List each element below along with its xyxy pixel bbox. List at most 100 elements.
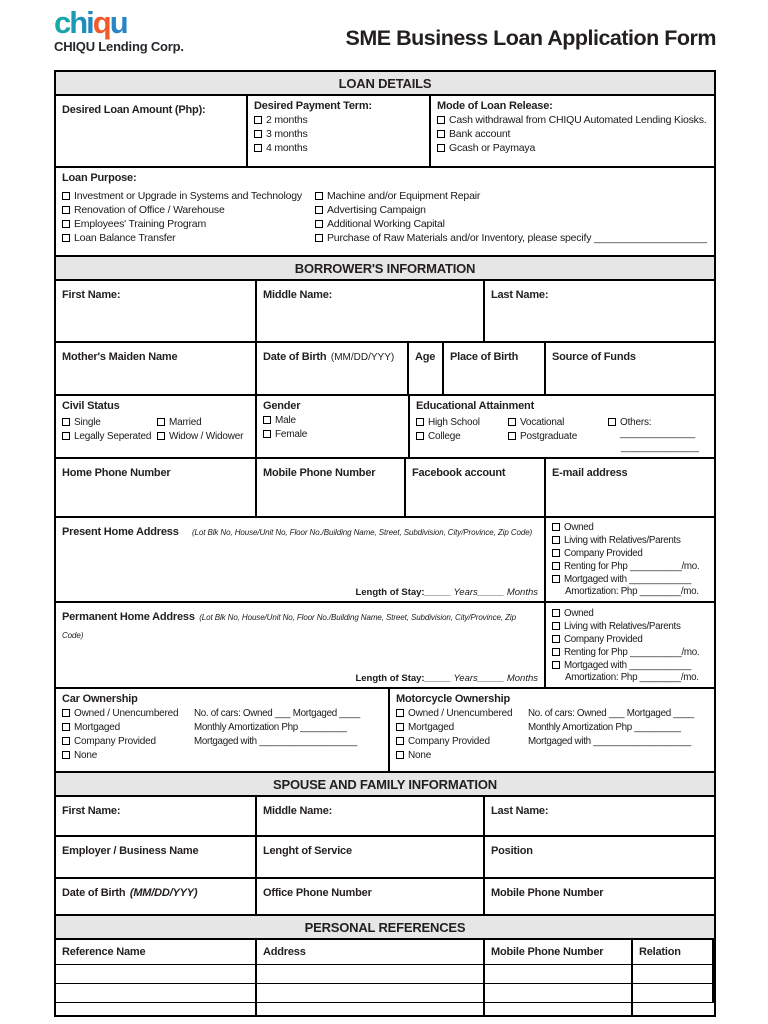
checkbox-icon[interactable] — [552, 647, 560, 656]
edu-others-blank-line[interactable]: ______________ — [621, 441, 699, 453]
checkbox-motorcycle-mortgaged[interactable]: Mortgaged — [396, 722, 528, 734]
checkbox-motorcycle-company[interactable]: Company Provided — [396, 736, 528, 748]
checkbox-mode-bank-account[interactable]: Bank account — [437, 128, 708, 141]
checkbox-icon[interactable] — [396, 751, 404, 759]
reference-2-address-cell[interactable] — [257, 983, 485, 1002]
checkbox-icon[interactable] — [62, 417, 70, 426]
reference-2-relation-cell[interactable] — [633, 983, 714, 1002]
field-date-of-birth[interactable]: Date of Birth (MM/DD/YYY) — [257, 343, 409, 394]
field-mobile-phone[interactable]: Mobile Phone Number — [257, 458, 406, 516]
checkbox-icon[interactable] — [508, 417, 516, 426]
field-spouse-employer[interactable]: Employer / Business Name — [56, 836, 257, 877]
field-spouse-dob[interactable]: Date of Birth (MM/DD/YYY) — [56, 878, 257, 914]
checkbox-icon[interactable] — [315, 191, 323, 200]
checkbox-purpose-advertising[interactable]: Advertising Campaign — [315, 204, 708, 217]
checkbox-icon[interactable] — [552, 562, 560, 570]
checkbox-permanent-owned[interactable]: Owned — [552, 608, 708, 620]
checkbox-car-mortgaged[interactable]: Mortgaged — [62, 722, 194, 734]
checkbox-icon[interactable] — [396, 737, 404, 745]
checkbox-permanent-renting[interactable]: Renting for Php __________/mo. — [552, 647, 708, 659]
checkbox-icon[interactable] — [552, 523, 560, 531]
checkbox-icon[interactable] — [254, 130, 262, 138]
checkbox-icon[interactable] — [315, 219, 323, 228]
car-count-line[interactable]: No. of cars: Owned ___ Mortgaged ____ — [194, 708, 360, 719]
checkbox-purpose-working-capital[interactable]: Additional Working Capital — [315, 218, 708, 231]
field-age[interactable]: Age — [409, 343, 444, 394]
checkbox-icon[interactable] — [157, 417, 165, 426]
checkbox-present-mortgaged[interactable]: Mortgaged with ____________ — [552, 574, 708, 586]
checkbox-term-2-months[interactable]: 2 months — [254, 114, 423, 127]
field-email-address[interactable]: E-mail address — [546, 459, 714, 516]
reference-1-relation-cell[interactable] — [633, 964, 714, 983]
reference-3-mobile-cell[interactable] — [485, 1002, 633, 1015]
motorcycle-count-line[interactable]: No. of cars: Owned ___ Mortgaged ____ — [528, 708, 694, 719]
checkbox-icon[interactable] — [315, 233, 323, 242]
field-present-home-address[interactable]: Present Home Address (Lot Blk No, House/… — [56, 517, 546, 601]
checkbox-permanent-mortgaged[interactable]: Mortgaged with ____________ — [552, 660, 708, 672]
reference-3-relation-cell[interactable] — [633, 1003, 714, 1015]
checkbox-edu-college[interactable]: College — [416, 431, 508, 443]
checkbox-icon[interactable] — [315, 205, 323, 214]
checkbox-purpose-machine-repair[interactable]: Machine and/or Equipment Repair — [315, 190, 708, 203]
checkbox-icon[interactable] — [552, 621, 560, 630]
checkbox-icon[interactable] — [437, 130, 445, 138]
reference-1-name-cell[interactable] — [56, 964, 257, 983]
checkbox-civil-widow[interactable]: Widow / Widower — [157, 431, 249, 443]
checkbox-icon[interactable] — [416, 431, 424, 440]
checkbox-icon[interactable] — [552, 575, 560, 583]
checkbox-icon[interactable] — [396, 709, 404, 717]
checkbox-icon[interactable] — [508, 431, 516, 440]
checkbox-icon[interactable] — [263, 415, 271, 424]
checkbox-present-owned[interactable]: Owned — [552, 522, 708, 534]
field-permanent-home-address[interactable]: Permanent Home Address (Lot Blk No, Hous… — [56, 603, 546, 687]
checkbox-icon[interactable] — [62, 709, 70, 717]
checkbox-icon[interactable] — [552, 608, 560, 617]
checkbox-purpose-raw-materials[interactable]: Purchase of Raw Materials and/or Invento… — [315, 232, 708, 245]
reference-2-name-cell[interactable] — [56, 983, 257, 1002]
checkbox-civil-legally-separated[interactable]: Legally Seperated — [62, 431, 157, 443]
field-source-of-funds[interactable]: Source of Funds — [546, 343, 714, 394]
car-mortgaged-with-line[interactable]: Mortgaged with ___________________ — [194, 736, 358, 747]
permanent-amortization-line[interactable]: Amortization: Php ________/mo. — [565, 671, 699, 683]
field-borrower-middle-name[interactable]: Middle Name: — [257, 281, 485, 341]
field-spouse-last-name[interactable]: Last Name: — [485, 797, 714, 835]
field-borrower-first-name[interactable]: First Name: — [56, 281, 257, 341]
field-spouse-length-of-service[interactable]: Lenght of Service — [257, 836, 485, 877]
checkbox-car-owned[interactable]: Owned / Unencumbered — [62, 708, 194, 720]
checkbox-icon[interactable] — [608, 417, 616, 426]
present-amortization-line[interactable]: Amortization: Php ________/mo. — [565, 586, 699, 597]
reference-3-address-cell[interactable] — [257, 1002, 485, 1015]
length-of-stay-line[interactable]: Length of Stay:_____ Years_____ Months — [355, 673, 538, 684]
checkbox-icon[interactable] — [62, 723, 70, 731]
checkbox-gender-male[interactable]: Male — [263, 415, 402, 427]
checkbox-civil-single[interactable]: Single — [62, 417, 157, 429]
car-amortization-line[interactable]: Monthly Amortization Php _________ — [194, 722, 347, 733]
checkbox-icon[interactable] — [62, 205, 70, 214]
checkbox-icon[interactable] — [416, 417, 424, 426]
length-of-stay-line[interactable]: Length of Stay:_____ Years_____ Months — [355, 587, 538, 598]
checkbox-car-company[interactable]: Company Provided — [62, 736, 194, 748]
checkbox-edu-others[interactable]: Others: ______________ — [608, 417, 708, 440]
field-spouse-office-phone[interactable]: Office Phone Number — [257, 878, 485, 914]
checkbox-present-relatives[interactable]: Living with Relatives/Parents — [552, 535, 708, 547]
checkbox-gender-female[interactable]: Female — [263, 429, 402, 441]
checkbox-icon[interactable] — [254, 144, 262, 152]
checkbox-icon[interactable] — [62, 431, 70, 440]
field-place-of-birth[interactable]: Place of Birth — [444, 343, 546, 394]
checkbox-purpose-investment[interactable]: Investment or Upgrade in Systems and Tec… — [62, 190, 315, 203]
field-spouse-middle-name[interactable]: Middle Name: — [257, 796, 485, 835]
checkbox-purpose-training[interactable]: Employees' Training Program — [62, 218, 315, 231]
field-spouse-position[interactable]: Position — [485, 837, 714, 877]
checkbox-mode-gcash-paymaya[interactable]: Gcash or Paymaya — [437, 142, 708, 155]
checkbox-edu-vocational[interactable]: Vocational — [508, 417, 608, 429]
checkbox-icon[interactable] — [157, 431, 165, 440]
checkbox-icon[interactable] — [437, 144, 445, 152]
checkbox-icon[interactable] — [62, 751, 70, 759]
motorcycle-amortization-line[interactable]: Monthly Amortization Php _________ — [528, 722, 681, 733]
checkbox-motorcycle-owned[interactable]: Owned / Unencumbered — [396, 708, 528, 720]
checkbox-car-none[interactable]: None — [62, 750, 194, 762]
reference-2-mobile-cell[interactable] — [485, 983, 633, 1002]
checkbox-civil-married[interactable]: Married — [157, 417, 249, 429]
checkbox-icon[interactable] — [552, 660, 560, 669]
checkbox-edu-high-school[interactable]: High School — [416, 417, 508, 429]
